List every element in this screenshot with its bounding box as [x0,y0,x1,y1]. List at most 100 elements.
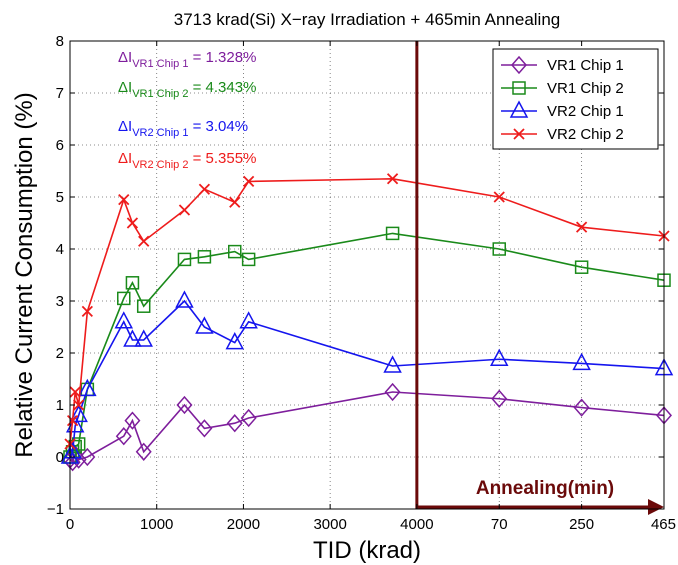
legend-entry: VR1 Chip 2 [501,80,624,97]
y-tick-label: 1 [56,397,64,414]
data-point [115,427,132,446]
data-point [386,173,399,185]
data-point [123,329,142,347]
delta-subscript: VR2 Chip 2 [132,159,188,171]
data-point [574,260,589,274]
data-point [492,242,506,256]
series-vr2-chip-1 [60,290,674,464]
x-marker-stroke [126,217,139,229]
x-marker-stroke [178,204,191,216]
data-point [384,382,401,402]
delta-symbol: ΔI [118,49,132,66]
data-point [176,395,193,415]
data-point [177,252,192,267]
y-tick-label: 7 [56,85,64,102]
legend-marker [511,55,527,75]
x-tick-label: 3000 [313,516,346,533]
data-point [138,235,150,247]
delta-annotation: ΔIVR1 Chip 2 = 4.343% [118,79,256,100]
series-vr1-chip-2 [63,226,671,464]
delta-subscript: VR1 Chip 2 [132,88,188,100]
x-marker-stroke [73,399,85,411]
series-vr1-chip-1 [62,382,672,472]
legend-label: VR2 Chip 1 [547,103,624,120]
data-point [573,398,590,417]
data-point [81,305,93,318]
data-point [239,311,258,329]
x-marker-stroke [386,173,399,185]
legend-label: VR1 Chip 1 [547,57,624,74]
y-tick-label: 2 [56,345,64,362]
delta-value: = 5.355% [188,150,256,167]
data-point [240,408,257,428]
delta-subscript: VR1 Chip 1 [132,58,188,70]
data-point [118,193,130,206]
x-tick-label: 465 [651,516,676,533]
legend-label: VR2 Chip 2 [547,126,624,143]
data-point [383,355,402,373]
data-point [79,447,96,467]
x-tick-label: 4000 [400,516,433,533]
delta-annotation: ΔIVR2 Chip 2 = 5.355% [118,150,256,171]
x-marker-stroke [513,128,525,140]
x-marker-stroke [229,196,241,208]
data-point [572,352,591,371]
data-point [242,175,255,188]
x-marker-stroke [66,414,79,427]
chart-title: 3713 krad(Si) X−ray Irradiation + 465min… [174,10,561,29]
data-point [125,276,140,290]
y-tick-label: 3 [56,293,64,310]
data-point [178,204,191,216]
data-point [175,290,194,308]
data-point [66,414,79,427]
x-marker-stroke [242,175,255,188]
data-point [69,386,81,398]
x-marker-stroke [118,193,130,206]
data-point [385,226,400,241]
x-tick-label: 2000 [227,516,260,533]
legend-entry: VR2 Chip 1 [501,100,624,120]
y-tick-label: 4 [56,241,64,258]
data-point [78,378,97,397]
series-layer [60,173,674,472]
data-point [225,332,245,350]
delta-value: = 3.04% [188,118,248,135]
delta-symbol: ΔI [118,118,132,135]
series-line [69,391,665,464]
y-tick-label: 0 [56,449,64,466]
data-point [65,415,85,433]
delta-annotation: ΔIVR2 Chip 1 = 3.04% [118,118,248,139]
grid-lines [70,41,664,509]
annealing-arrow-head [648,499,664,515]
y-tick-label: 5 [56,189,64,206]
data-point [136,299,151,313]
data-point [195,316,214,334]
data-point [124,411,141,430]
y-axis-label: Relative Current Consumption (%) [11,92,38,457]
data-point [575,221,588,233]
data-point [196,419,213,438]
data-point [197,250,212,264]
x-marker-stroke [198,183,211,195]
data-point [68,439,82,454]
data-point [69,404,88,423]
delta-value: = 1.328% [188,49,256,66]
x-tick-label: 70 [491,516,508,533]
delta-value: = 4.343% [188,79,256,96]
data-point [241,252,256,267]
x-marker-stroke [69,386,81,398]
plot-area-frame [69,40,665,510]
data-point [198,183,211,195]
legend-entry: VR2 Chip 2 [501,126,624,143]
data-point [228,244,242,259]
annealing-indicator: Annealing(min) [415,41,664,515]
x-marker-stroke [575,221,588,233]
legend: VR1 Chip 1 VR1 Chip 2 VR2 Chip 1 VR2 Chip 2 [492,48,659,150]
data-point [135,442,152,461]
data-point [73,399,85,411]
x-axis-label: TID (krad) [313,537,421,564]
delta-annotation: ΔIVR1 Chip 1 = 1.328% [118,49,256,70]
delta-annotations: ΔIVR1 Chip 1 = 1.328%ΔIVR1 Chip 2 = 4.34… [118,49,256,171]
